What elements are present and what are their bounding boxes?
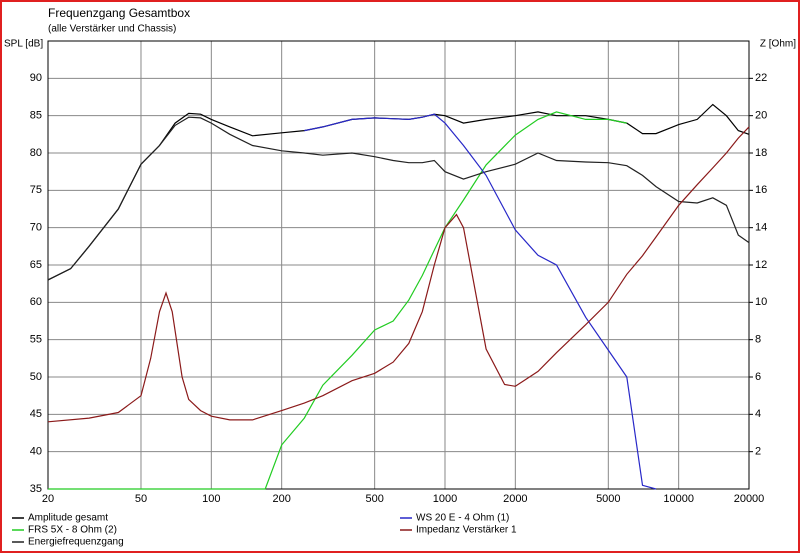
y2-tick-label: 2: [755, 446, 761, 458]
y-tick-label: 70: [30, 222, 42, 234]
y-tick-label: 75: [30, 184, 42, 196]
y-tick-label: 85: [30, 110, 42, 122]
y-tick-label: 50: [30, 371, 42, 383]
y-tick-label: 40: [30, 446, 42, 458]
legend-label: FRS 5X - 8 Ohm (2): [28, 525, 117, 536]
x-tick-label: 5000: [596, 493, 620, 505]
y2-tick-label: 14: [755, 222, 767, 234]
y2-tick-label: 6: [755, 371, 761, 383]
y-tick-label: 90: [30, 72, 42, 84]
plot-frame: [47, 40, 750, 490]
legend-label: Energiefrequenzgang: [28, 537, 124, 548]
y-tick-label: 60: [30, 296, 42, 308]
chart-title: Frequenzgang Gesamtbox: [48, 6, 190, 20]
y2-tick-label: 16: [755, 184, 767, 196]
series-line: [48, 111, 627, 490]
series-line: [304, 113, 657, 490]
x-tick-label: 2000: [503, 493, 527, 505]
x-tick-label: 20000: [734, 493, 765, 505]
y2-tick-label: 18: [755, 147, 767, 159]
y2-tick-label: 4: [755, 408, 761, 420]
x-tick-label: 10000: [663, 493, 694, 505]
chart-subtitle: (alle Verstärker und Chassis): [48, 24, 176, 35]
y2-tick-label: 12: [755, 259, 767, 271]
y-tick-label: 65: [30, 259, 42, 271]
y2-tick-label: 8: [755, 334, 761, 346]
y-axis-label: SPL [dB]: [4, 39, 43, 50]
y-tick-label: 45: [30, 408, 42, 420]
x-tick-label: 200: [272, 493, 290, 505]
y-tick-label: 55: [30, 334, 42, 346]
x-tick-label: 50: [135, 493, 147, 505]
legend-label: Impedanz Verstärker 1: [416, 525, 517, 536]
x-tick-label: 500: [365, 493, 383, 505]
x-tick-label: 100: [202, 493, 220, 505]
y2-tick-label: 10: [755, 296, 767, 308]
legend-label: WS 20 E - 4 Ohm (1): [416, 513, 509, 524]
series-line: [47, 126, 750, 423]
y2-tick-label: 20: [755, 110, 767, 122]
x-tick-label: 1000: [433, 493, 457, 505]
series-line: [47, 116, 750, 281]
y2-tick-label: 22: [755, 72, 767, 84]
y-tick-label: 80: [30, 147, 42, 159]
x-tick-label: 20: [42, 493, 54, 505]
y-tick-label: 35: [30, 483, 42, 495]
y2-axis-label: Z [Ohm]: [760, 39, 796, 50]
legend-label: Amplitude gesamt: [28, 513, 108, 524]
